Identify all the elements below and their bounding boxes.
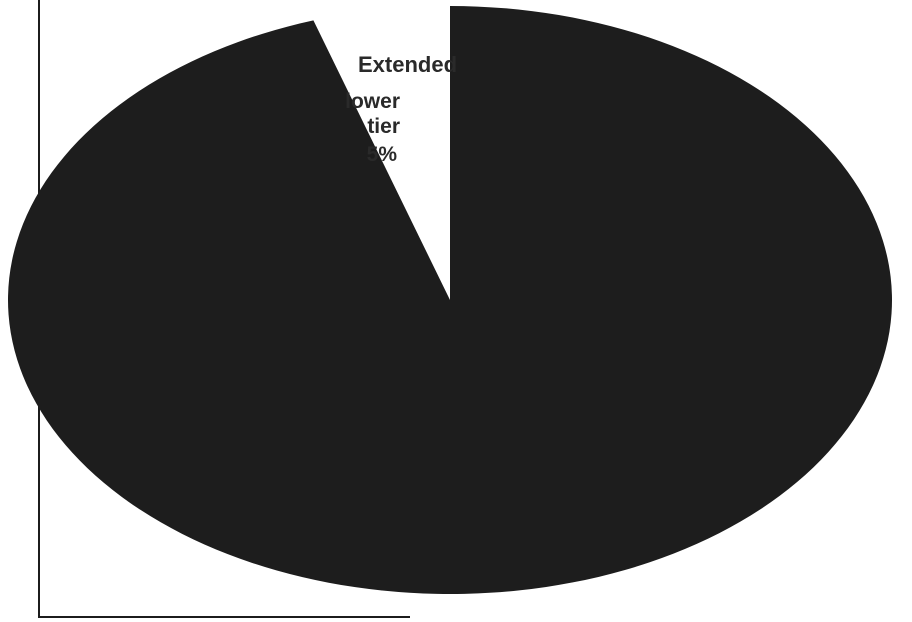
- bottom-frame-line: [38, 616, 410, 618]
- slice-label-line: tier: [367, 115, 400, 138]
- slice-label-line: 5%: [367, 143, 398, 166]
- pie-slice-extended-lower-tier: [313, 6, 450, 300]
- slice-label-line: lower: [345, 90, 400, 113]
- pie-slice-remainder: [7, 6, 893, 594]
- slice-label-line: Extended: [358, 52, 457, 77]
